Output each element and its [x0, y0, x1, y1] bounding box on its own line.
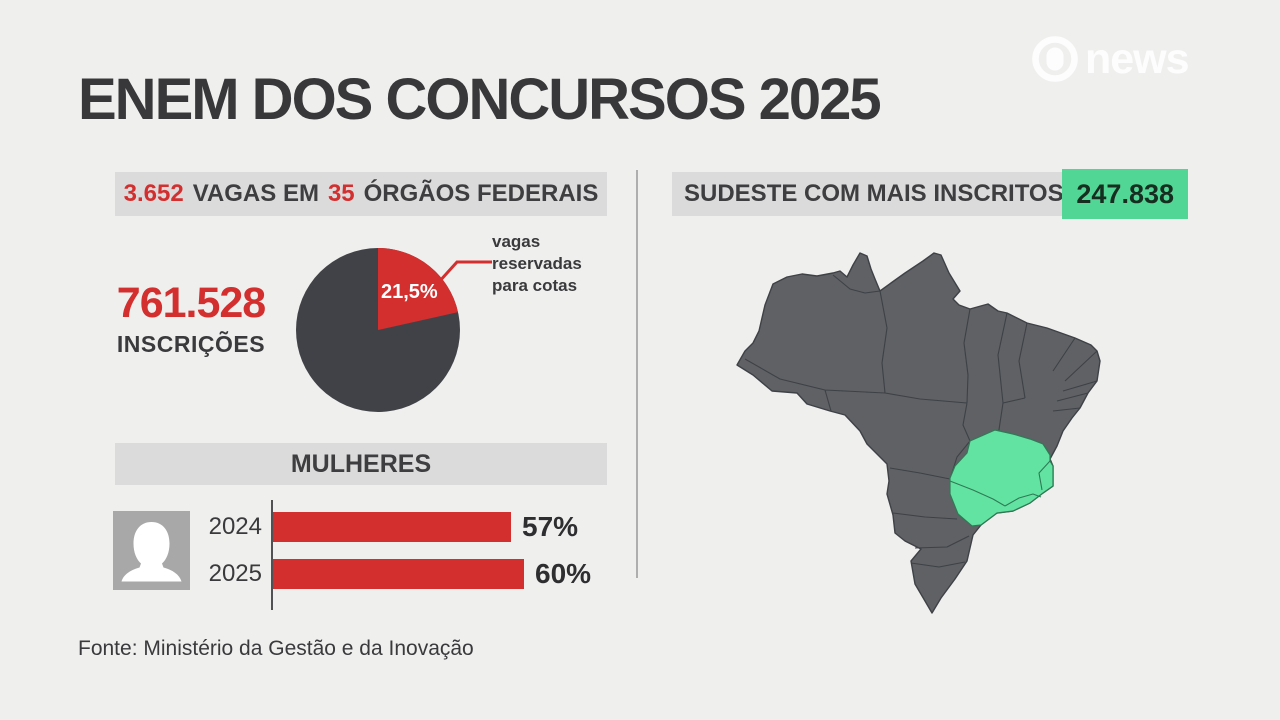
bar-year-label: 2025	[208, 560, 262, 587]
mulheres-title: MULHERES	[290, 449, 432, 478]
column-divider	[636, 170, 638, 578]
pie-callout-text: vagas reservadas para cotas	[492, 231, 612, 297]
callout-line-2: reservadas	[492, 254, 582, 274]
pie-chart	[296, 248, 460, 412]
globonews-logo: news	[1032, 35, 1190, 83]
bar-value-label: 57%	[522, 511, 579, 542]
pie-red-slice	[378, 248, 458, 330]
bar-2025	[273, 559, 524, 589]
sudeste-banner-text: SUDESTE COM MAIS INSCRITOS:	[684, 180, 1072, 207]
woman-icon	[121, 522, 182, 582]
pie-percentage-label: 21,5%	[381, 281, 438, 303]
sudeste-state-borders	[949, 460, 1051, 507]
vagas-banner: 3.652 VAGAS EM 35 ÓRGÃOS FEDERAIS	[115, 172, 607, 216]
source-caption: Fonte: Ministério da Gestão e da Inovaçã…	[78, 637, 474, 660]
woman-icon-box	[113, 511, 190, 590]
page-title: ENEM DOS CONCURSOS 2025	[78, 67, 882, 132]
bar-2024	[273, 512, 511, 542]
bar-row-2024: 2024 57%	[204, 508, 578, 546]
inscricoes-label: INSCRIÇÕES	[116, 331, 266, 357]
bar-chart-axis	[271, 500, 273, 610]
bar-row-2025: 2025 60%	[204, 555, 591, 593]
sudeste-banner: SUDESTE COM MAIS INSCRITOS: 247.838	[672, 169, 1188, 219]
mulheres-banner: MULHERES	[115, 443, 607, 485]
inscricoes-value: 761.528	[116, 279, 266, 327]
vagas-count: 3.652	[123, 180, 184, 207]
bar-year-label: 2024	[208, 513, 262, 540]
brazil-country-shape	[736, 252, 1101, 614]
sudeste-value-badge: 247.838	[1062, 169, 1188, 219]
sudeste-region-shape	[949, 429, 1054, 527]
vagas-text-mid: VAGAS EM	[192, 180, 319, 207]
vagas-text-end: ÓRGÃOS FEDERAIS	[363, 180, 599, 207]
logo-brand-text: news	[1085, 35, 1190, 83]
orgaos-count: 35	[327, 180, 355, 207]
callout-line-1: vagas	[492, 232, 541, 251]
bar-value-label: 60%	[535, 558, 592, 589]
globo-globe-icon	[1032, 36, 1078, 82]
brazil-map	[736, 252, 1101, 614]
callout-line-3: para cotas	[492, 276, 578, 296]
callout-line	[436, 260, 492, 285]
inscricoes-stat: 761.528 INSCRIÇÕES	[105, 282, 277, 358]
